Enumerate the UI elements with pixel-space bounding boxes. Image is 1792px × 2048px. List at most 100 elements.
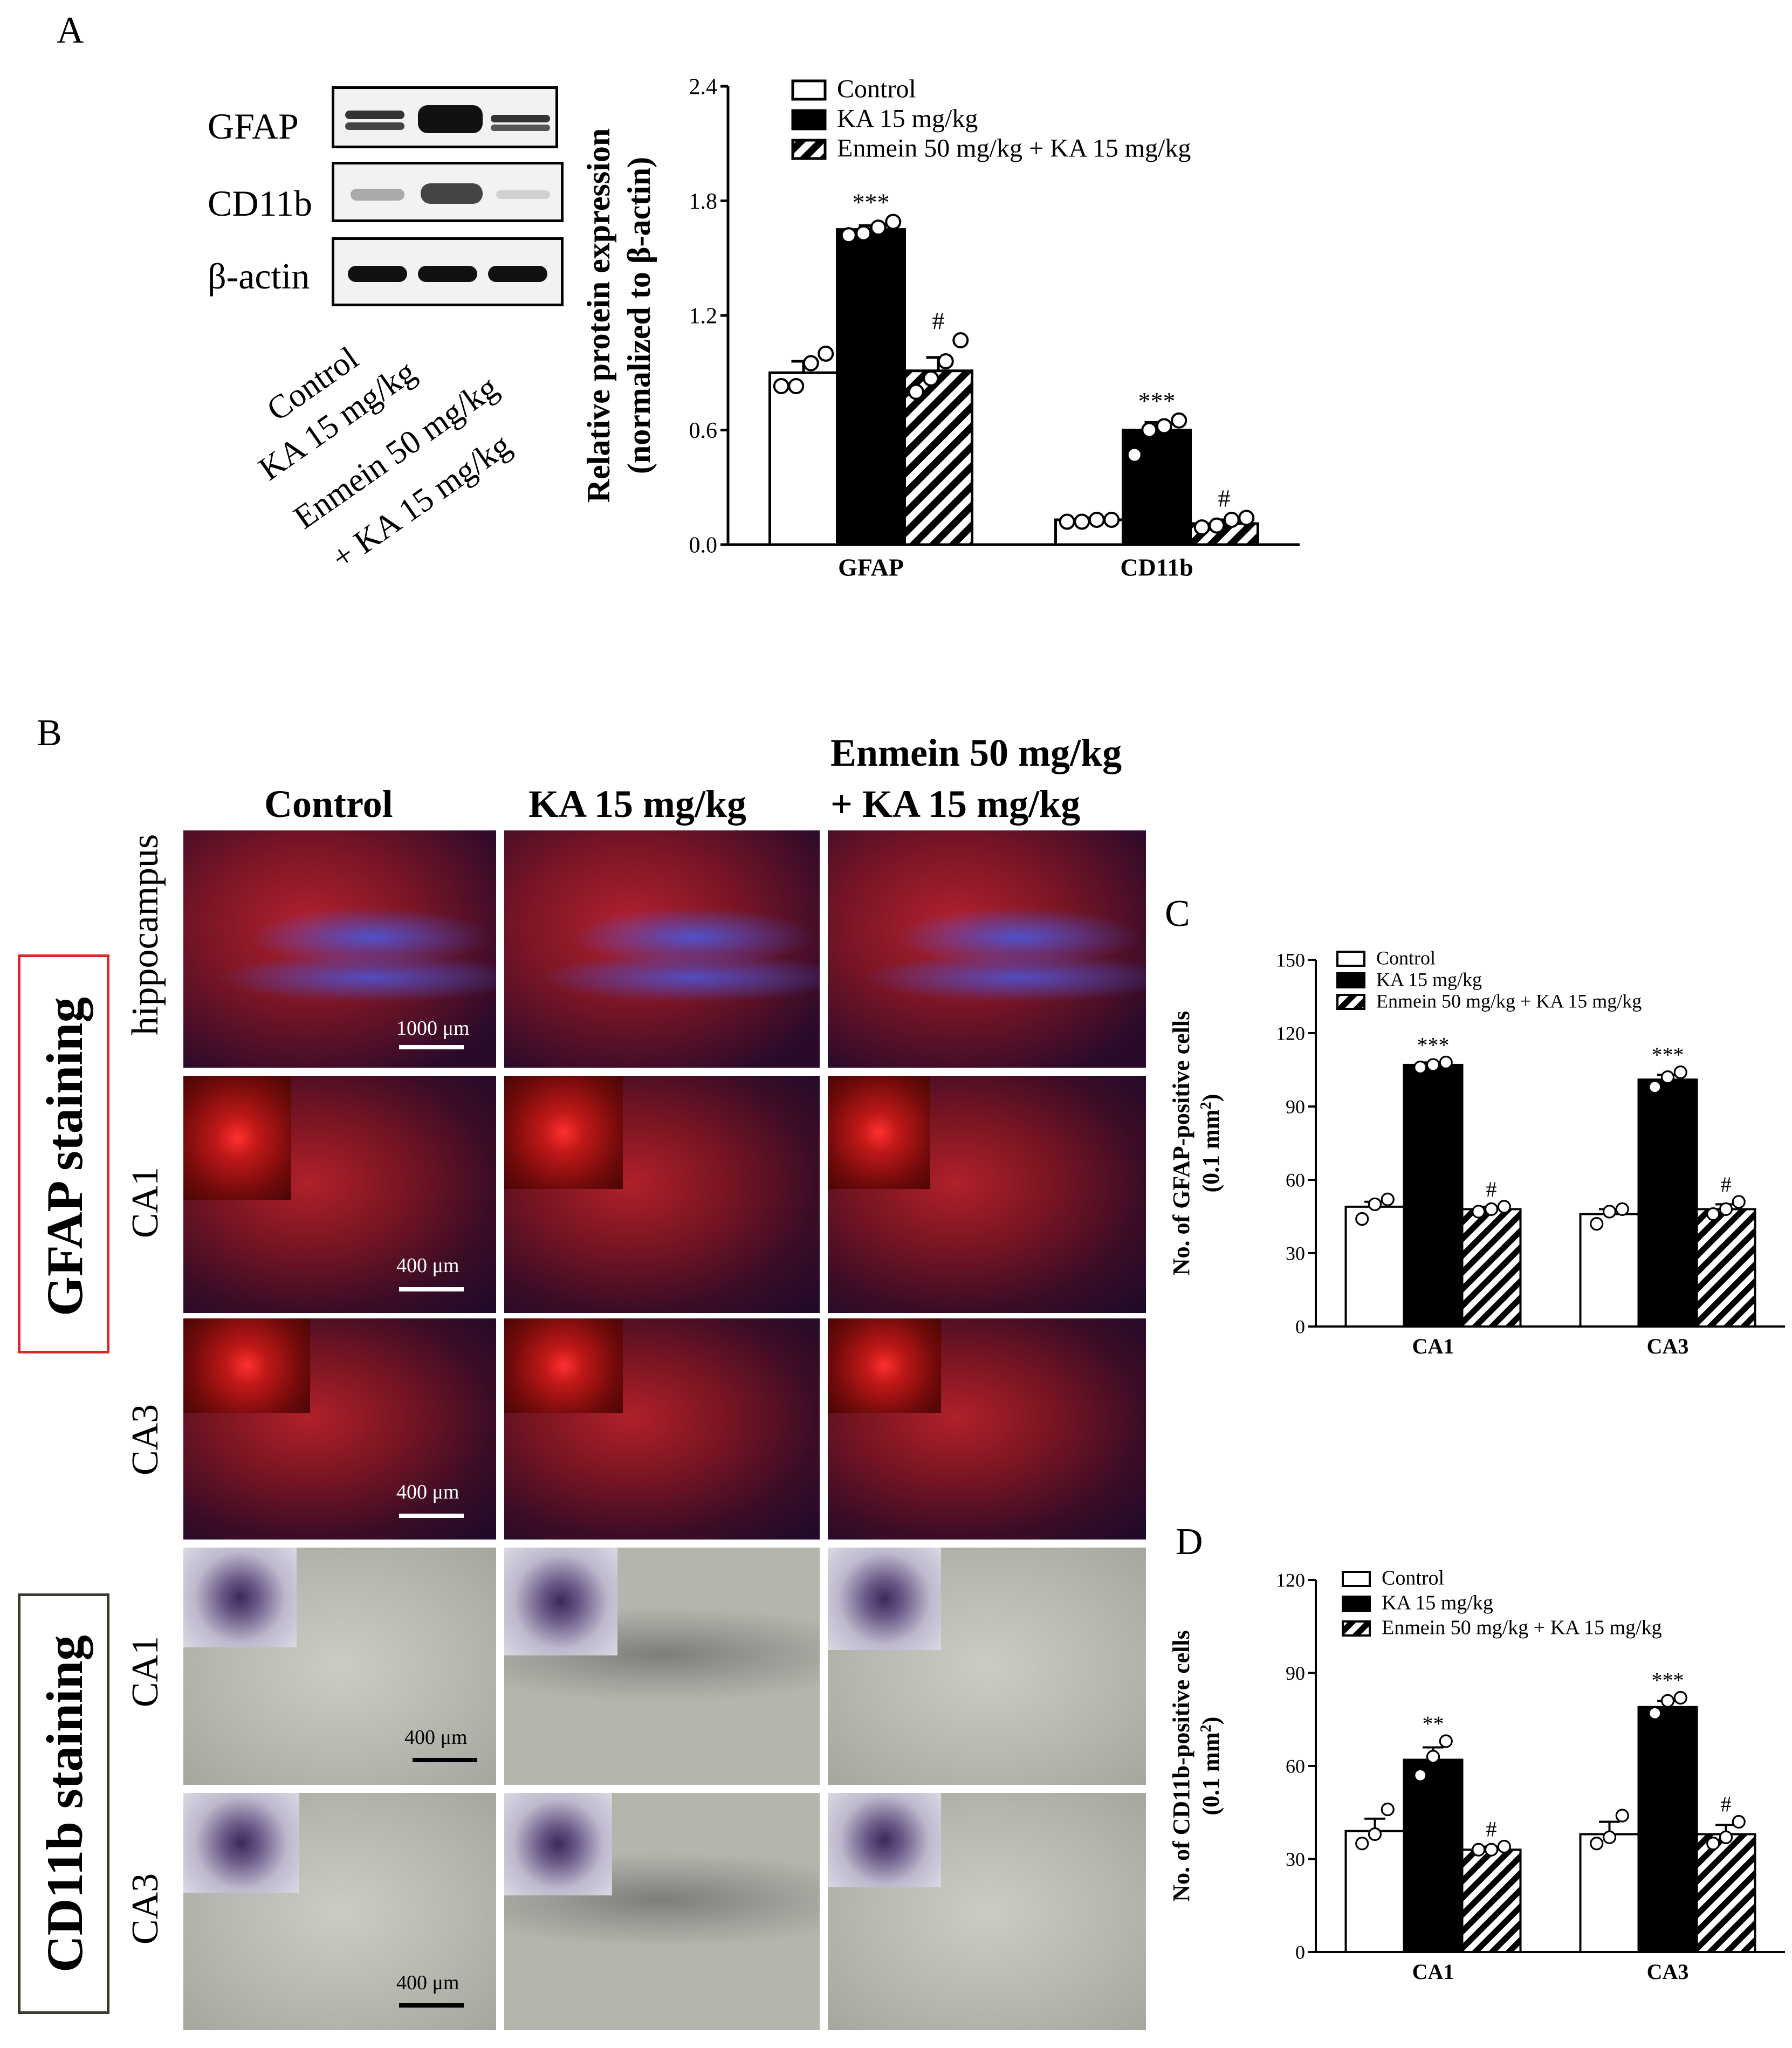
band xyxy=(418,266,477,282)
band xyxy=(351,189,404,201)
legend-label: Control xyxy=(837,75,916,104)
row-label-cd11b-ca1: CA1 xyxy=(125,1635,166,1708)
data-point xyxy=(1171,412,1187,429)
legend-label: Enmein 50 mg/kg + KA 15 mg/kg xyxy=(1382,1616,1662,1639)
bar-ca3-series-2 xyxy=(1695,1208,1756,1328)
panel-b-letter: B xyxy=(37,712,62,754)
col-header-enmein-ka: + KA 15 mg/kg xyxy=(830,782,1081,826)
data-point xyxy=(1719,1830,1733,1844)
band xyxy=(348,266,407,282)
bar-ca3-series-1 xyxy=(1637,1706,1698,1953)
y-units-text: (0.1 mm xyxy=(1198,1109,1224,1192)
image-gfap-ca1-ka xyxy=(504,1076,820,1313)
scale-bar xyxy=(399,1287,464,1291)
y-tick-label: 90 xyxy=(1286,1662,1305,1684)
legend-swatch xyxy=(1342,1596,1371,1612)
x-category-label: GFAP xyxy=(838,554,904,581)
data-point xyxy=(952,332,969,349)
data-point xyxy=(773,378,789,395)
row-label-cd11b-ca3: CA3 xyxy=(125,1873,166,1945)
data-point xyxy=(1355,1212,1369,1226)
image-cd11b-ca1-control: 400 μm xyxy=(183,1548,496,1785)
panel-a-letter: A xyxy=(57,10,84,51)
data-point xyxy=(1193,519,1210,536)
x-category-label: CA3 xyxy=(1647,1960,1689,1984)
data-point xyxy=(1673,1690,1687,1705)
significance-mark: *** xyxy=(1138,387,1176,415)
data-point xyxy=(1706,1207,1720,1221)
microglia-inset xyxy=(504,1548,617,1655)
data-point xyxy=(1209,517,1225,534)
data-point xyxy=(1660,1694,1675,1708)
gfap-staining-label: GFAP staining xyxy=(36,996,93,1317)
scale-label: 400 μm xyxy=(396,1481,459,1503)
data-point xyxy=(1732,1815,1746,1829)
gfap-cell-count-chart: 0 30 60 90 120 150 No. of GFAP-positive cells(… xyxy=(1168,947,1785,1358)
data-point xyxy=(1156,418,1172,435)
data-point xyxy=(1615,1809,1629,1823)
significance-mark: ** xyxy=(1423,1712,1444,1736)
data-point xyxy=(1223,511,1240,528)
data-point xyxy=(1368,1197,1382,1211)
bar-ca3-series-1 xyxy=(1637,1078,1698,1328)
significance-mark: # xyxy=(932,307,945,334)
y-units-text: (0.1 mm xyxy=(1198,1732,1224,1815)
band xyxy=(491,115,550,122)
bar-gfap-series-1 xyxy=(836,228,906,546)
legend-label: Control xyxy=(1376,947,1436,968)
data-point xyxy=(1088,511,1105,528)
band xyxy=(345,122,404,130)
data-point xyxy=(1439,1734,1453,1748)
data-point xyxy=(1590,1217,1604,1231)
significance-mark: # xyxy=(1486,1177,1497,1201)
gfap-staining-box xyxy=(18,954,109,1353)
legend-label: KA 15 mg/kg xyxy=(837,105,978,133)
data-point xyxy=(1141,422,1158,438)
panel-d-letter: D xyxy=(1176,1521,1203,1563)
panel-c-letter: C xyxy=(1165,893,1190,934)
y-axis-label-units: (normalized to β-actin) xyxy=(621,157,657,474)
y-axis-label-units: (0.1 mm2) xyxy=(1198,1717,1225,1816)
data-point xyxy=(1381,1192,1395,1206)
data-point xyxy=(1590,1837,1604,1851)
x-category-label: CA3 xyxy=(1647,1334,1689,1358)
y-tick-label: 90 xyxy=(1286,1096,1305,1118)
y-axis-label-units: (0.1 mm2) xyxy=(1198,1094,1225,1193)
y-tick-label: 2.4 xyxy=(689,75,718,100)
y-tick-label: 0.0 xyxy=(689,533,718,558)
legend-label: KA 15 mg/kg xyxy=(1382,1591,1493,1614)
band xyxy=(421,183,483,204)
scale-label: 400 μm xyxy=(396,1254,459,1277)
bar-ca1-series-1 xyxy=(1403,1063,1464,1328)
bar-gfap-series-0 xyxy=(768,371,839,546)
scale-bar xyxy=(399,1514,464,1518)
y-units-close: ) xyxy=(1198,1717,1224,1725)
data-point xyxy=(1368,1827,1382,1841)
data-point xyxy=(840,227,857,244)
legend-swatch xyxy=(1336,994,1365,1010)
microglia-inset xyxy=(504,1793,612,1895)
image-cd11b-ca1-enmein xyxy=(828,1548,1146,1785)
legend-swatch xyxy=(1342,1620,1371,1637)
microglia-inset xyxy=(183,1548,297,1647)
x-category-label: CA1 xyxy=(1412,1334,1454,1358)
data-point xyxy=(1615,1202,1629,1217)
astrocyte-inset xyxy=(183,1318,310,1413)
image-hippocampus-ka xyxy=(504,830,820,1068)
data-point xyxy=(1497,1200,1511,1214)
data-point xyxy=(937,353,954,369)
x-category-label: CD11b xyxy=(1120,554,1193,581)
col-header-enmein: Enmein 50 mg/kg xyxy=(830,731,1122,774)
data-point xyxy=(908,383,924,400)
legend-label: KA 15 mg/kg xyxy=(1376,968,1482,990)
y-tick-label: 0 xyxy=(1295,1942,1305,1963)
image-cd11b-ca3-ka xyxy=(504,1793,820,2030)
legend-label: Enmein 50 mg/kg + KA 15 mg/kg xyxy=(837,134,1191,163)
data-point xyxy=(1673,1065,1687,1080)
data-point xyxy=(923,370,939,387)
cd11b-staining-box xyxy=(18,1593,109,2014)
data-point xyxy=(802,355,819,372)
legend-swatch xyxy=(791,139,827,160)
significance-mark: *** xyxy=(1652,1043,1684,1067)
data-point xyxy=(1426,1750,1440,1764)
